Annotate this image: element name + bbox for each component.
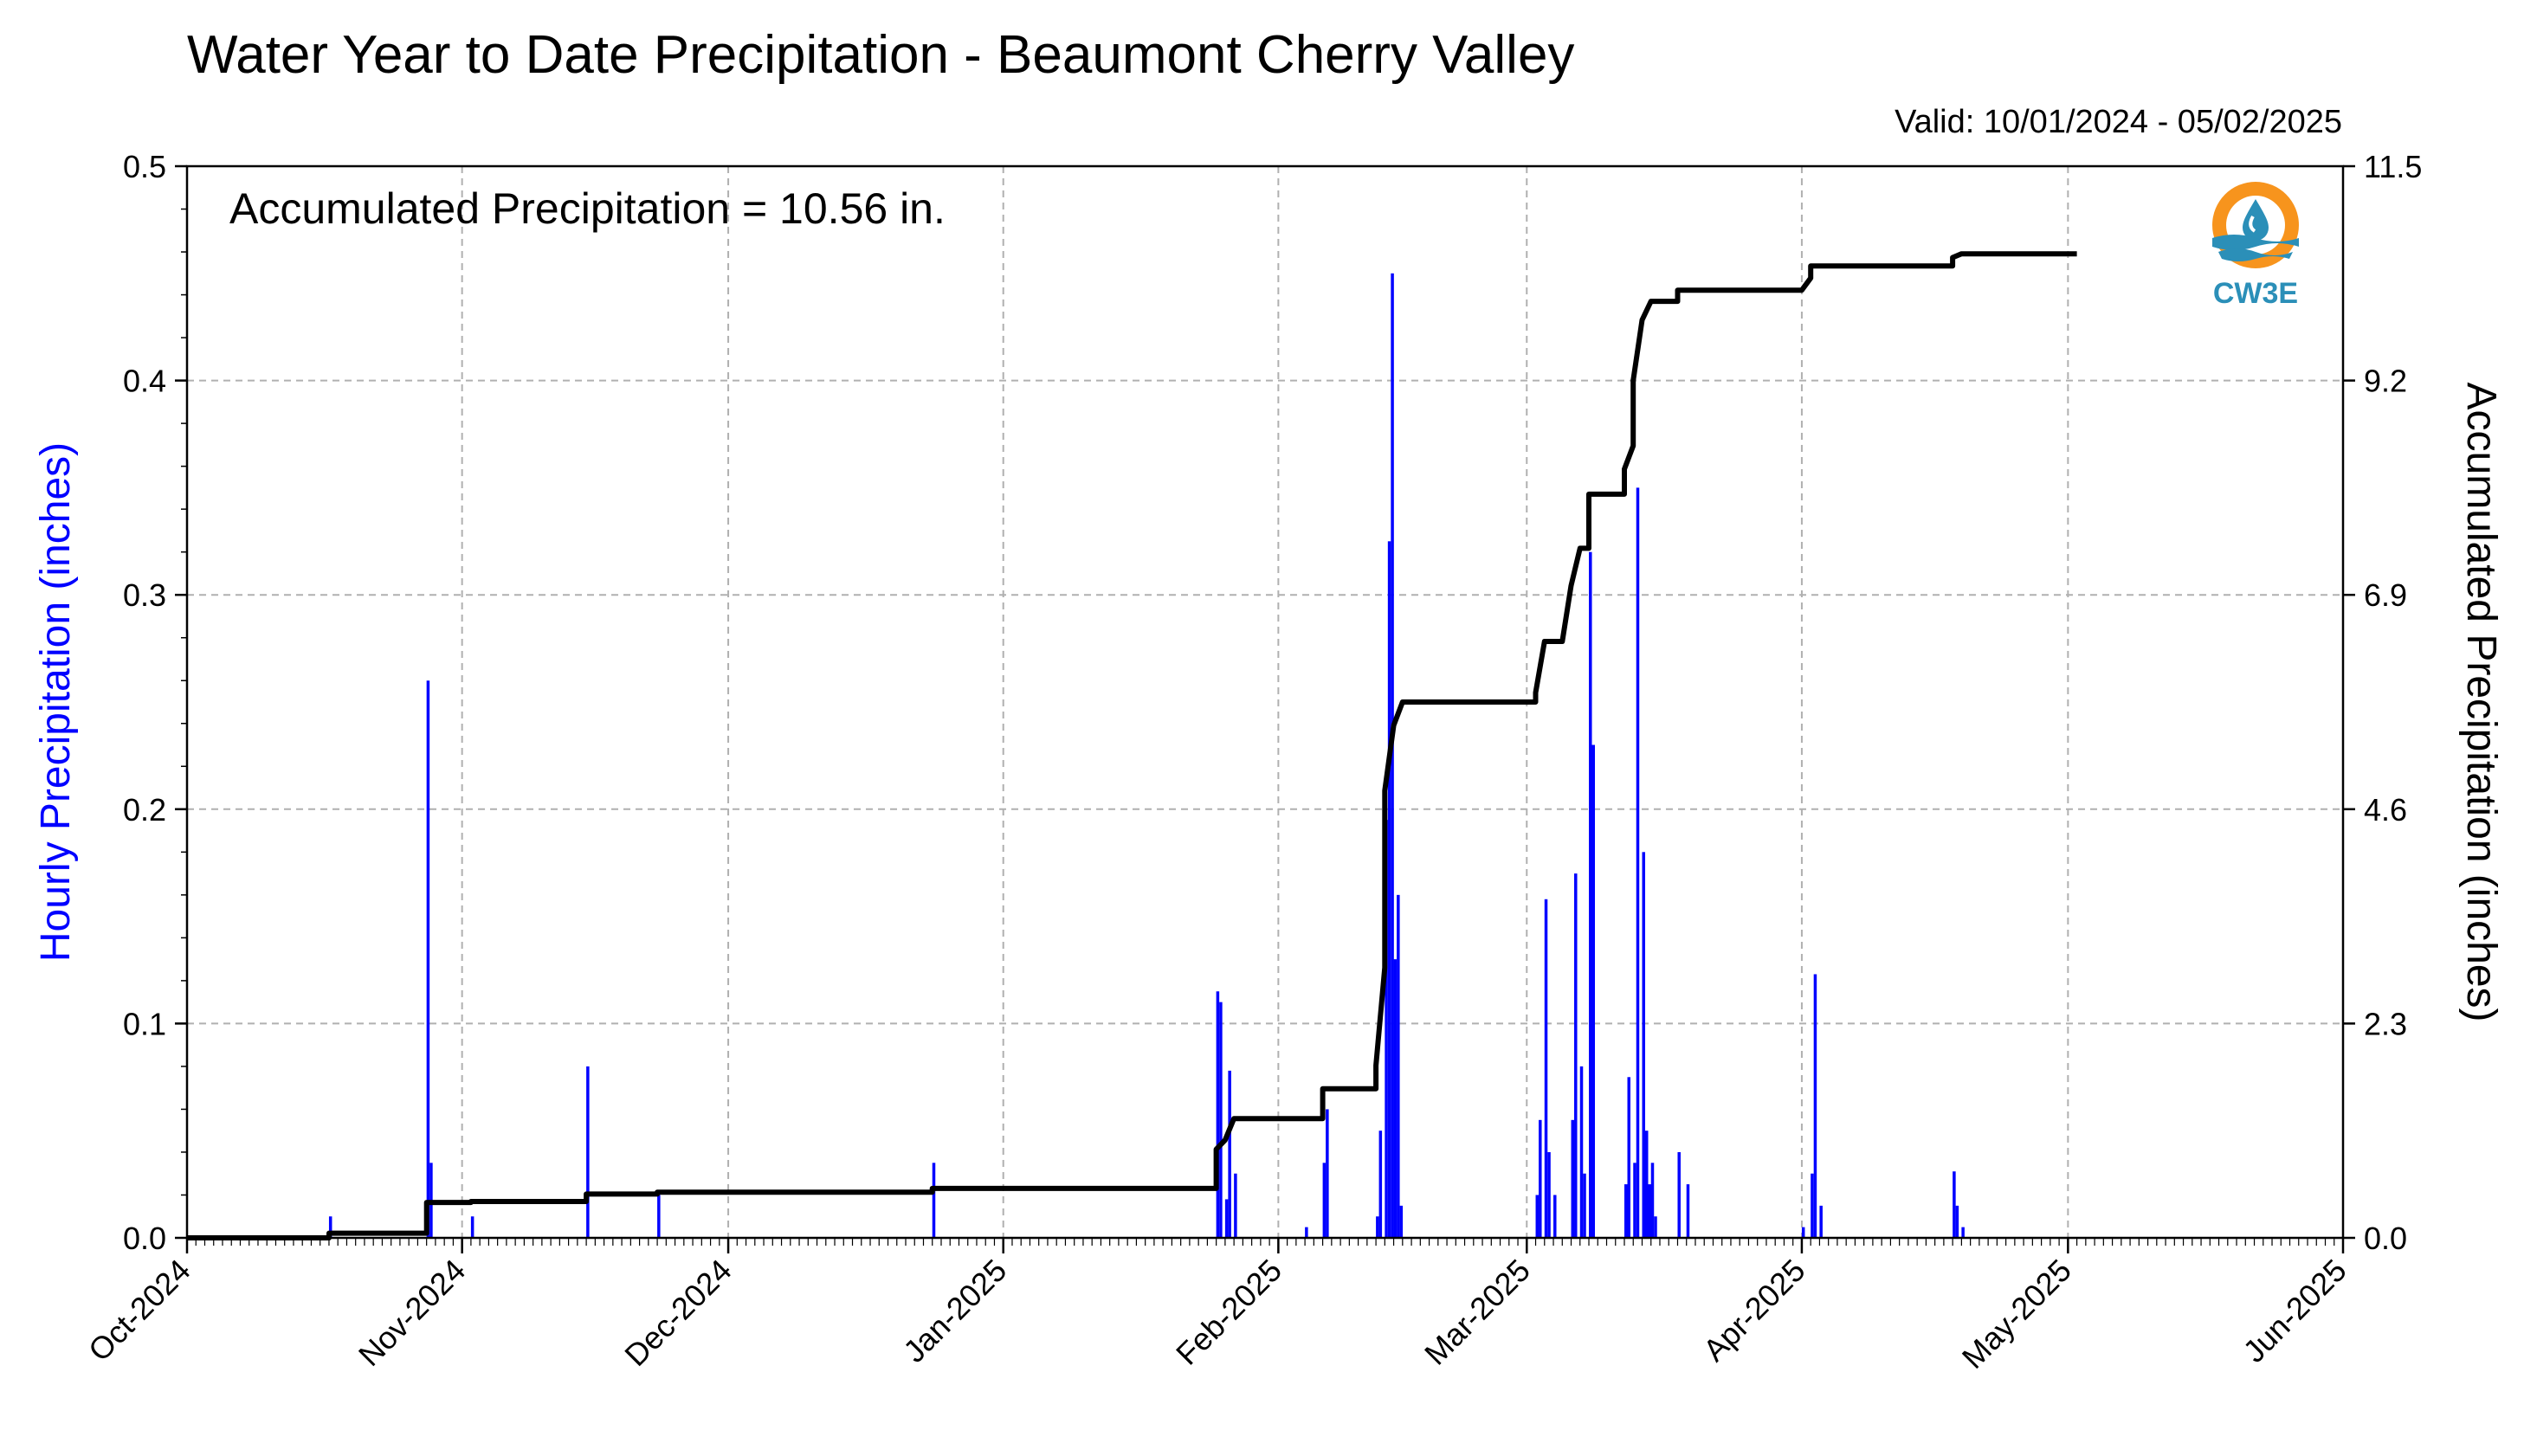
hourly-bar — [1644, 1131, 1649, 1238]
hourly-bar — [1636, 487, 1640, 1238]
cw3e-logo: CW3E — [2199, 177, 2312, 316]
x-tick-label: Apr-2025 — [1696, 1253, 1812, 1369]
hourly-bar — [1234, 1173, 1237, 1238]
hourly-bar — [1624, 1184, 1628, 1238]
hourly-bar — [1387, 541, 1391, 1238]
hourly-bar — [1539, 1119, 1542, 1238]
hourly-bar — [1589, 551, 1592, 1238]
left-axis-label: Hourly Precipitation (inches) — [33, 442, 79, 962]
y-right-tick-label: 2.3 — [2364, 1006, 2407, 1041]
hourly-bar — [1397, 894, 1400, 1238]
hourly-bar — [1399, 1205, 1404, 1238]
y-left-tick-label: 0.1 — [123, 1006, 166, 1041]
droplet-water-logo-icon: CW3E — [2212, 182, 2299, 310]
hourly-bar — [328, 1216, 332, 1238]
hourly-bar — [1648, 1184, 1651, 1238]
hourly-bar — [1953, 1171, 1956, 1238]
x-tick-label: Dec-2024 — [617, 1253, 738, 1373]
valid-date-range: Valid: 10/01/2024 - 05/02/2025 — [1895, 104, 2342, 140]
hourly-bar — [1961, 1227, 1965, 1238]
hourly-bar — [1677, 1151, 1681, 1238]
y-right-tick-label: 11.5 — [2364, 149, 2422, 184]
hourly-bar — [1583, 1173, 1586, 1238]
grid-lines — [187, 166, 2343, 1238]
hourly-bar — [1686, 1184, 1690, 1238]
right-axis-label: Accumulated Precipitation (inches) — [2458, 382, 2504, 1021]
hourly-bar — [1801, 1227, 1805, 1238]
hourly-bar — [1955, 1205, 1959, 1238]
hourly-bar — [1813, 974, 1817, 1238]
logo-text: CW3E — [2213, 277, 2298, 310]
accumulated-line-group — [187, 251, 2077, 1240]
hourly-bar — [586, 1066, 590, 1238]
y-left-tick-label: 0.5 — [123, 149, 166, 184]
hourly-bar — [1305, 1227, 1308, 1238]
x-tick-label: May-2025 — [1955, 1253, 2078, 1375]
hourly-bars — [328, 273, 1965, 1238]
y-right-tick-label: 6.9 — [2364, 577, 2407, 613]
hourly-bar — [1219, 1002, 1223, 1238]
y-right-tick-label: 0.0 — [2364, 1221, 2407, 1256]
hourly-bar — [657, 1195, 661, 1238]
hourly-bar — [1378, 1131, 1383, 1238]
hourly-bar — [1391, 273, 1394, 1238]
y-left-tick-label: 0.0 — [123, 1221, 166, 1256]
hourly-bar — [1654, 1216, 1657, 1238]
x-tick-label: Jan-2025 — [896, 1253, 1013, 1369]
hourly-bar — [1574, 873, 1578, 1238]
hourly-bar — [1224, 1199, 1229, 1238]
x-tick-label: Nov-2024 — [352, 1253, 472, 1373]
y-right-tick-label: 9.2 — [2364, 364, 2407, 399]
hourly-bar — [1393, 959, 1398, 1238]
hourly-bar — [932, 1163, 936, 1238]
accumulated-total-annotation: Accumulated Precipitation = 10.56 in. — [229, 184, 946, 233]
hourly-bar — [470, 1216, 474, 1238]
y-left-tick-label: 0.3 — [123, 577, 166, 613]
hourly-bar — [1228, 1070, 1231, 1238]
hourly-bar — [1811, 1173, 1814, 1238]
hourly-bar — [1642, 852, 1645, 1238]
hourly-bar — [1547, 1151, 1551, 1238]
hourly-bar — [1627, 1077, 1630, 1238]
x-tick-label: Mar-2025 — [1417, 1253, 1537, 1372]
hourly-bar — [1650, 1163, 1655, 1238]
hourly-bar — [1535, 1195, 1540, 1238]
accumulated-precip-line — [187, 251, 2077, 1240]
hourly-bar — [1544, 899, 1548, 1238]
hourly-bar — [1579, 1066, 1584, 1238]
y-right-tick-label: 4.6 — [2364, 792, 2407, 828]
hourly-bar — [1376, 1216, 1379, 1238]
hourly-bar — [426, 680, 430, 1238]
hourly-bar — [1591, 744, 1596, 1238]
x-tick-label: Oct-2024 — [81, 1253, 197, 1369]
hourly-bar — [1633, 1163, 1636, 1238]
hourly-bar — [1216, 991, 1220, 1238]
hourly-bar — [1385, 820, 1388, 1238]
hourly-bar — [1553, 1195, 1557, 1238]
chart-title: Water Year to Date Precipitation - Beaum… — [187, 25, 1575, 85]
hourly-bar — [1571, 1119, 1575, 1238]
hourly-bar — [1819, 1205, 1823, 1238]
y-left-tick-label: 0.4 — [123, 364, 166, 399]
hourly-bar — [1326, 1109, 1329, 1238]
x-tick-label: Feb-2025 — [1169, 1253, 1288, 1372]
y-left-tick-label: 0.2 — [123, 792, 166, 828]
x-tick-label: Jun-2025 — [2237, 1253, 2353, 1369]
hourly-bar — [1322, 1163, 1327, 1238]
plot-frame — [185, 164, 2345, 1240]
